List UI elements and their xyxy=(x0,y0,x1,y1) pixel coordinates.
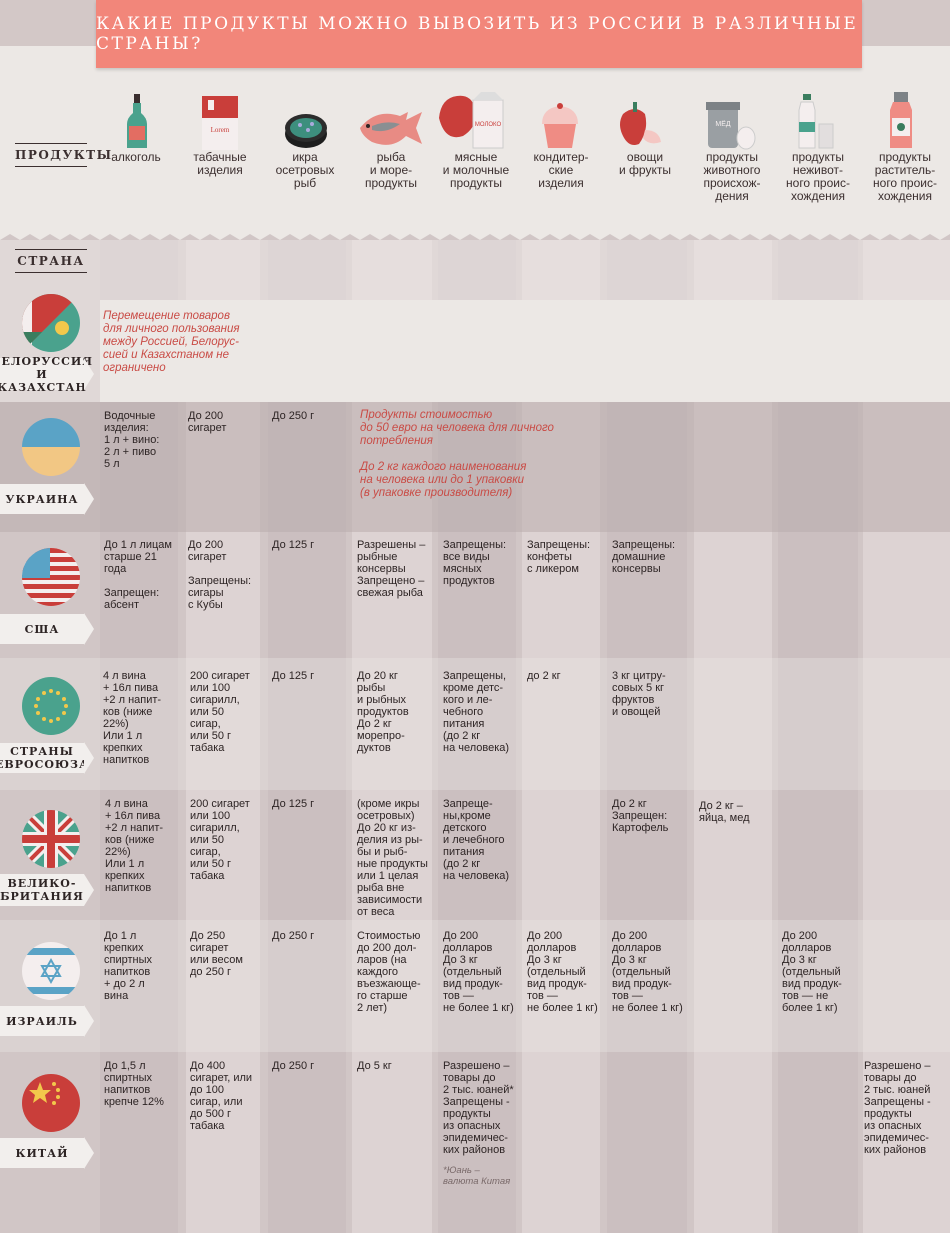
fish-icon xyxy=(356,90,426,150)
table-cell: До 250 г xyxy=(272,1060,314,1072)
country-note: Перемещение товаров для личного пользова… xyxy=(103,310,240,375)
table-cell: До 200 долларов До 3 кг (отдельный вид п… xyxy=(443,930,514,1014)
product-name: кондитер- ские изделия xyxy=(522,151,600,190)
page-title: КАКИЕ ПРОДУКТЫ МОЖНО ВЫВОЗИТЬ ИЗ РОССИИ … xyxy=(96,14,862,54)
table-cell: До 250 сигарет или весом до 250 г xyxy=(190,930,243,978)
product-name: рыба и море- продукты xyxy=(351,151,431,190)
bottle-icon xyxy=(110,90,164,150)
china-flag-icon xyxy=(22,1074,80,1132)
caviar-can-icon xyxy=(278,90,334,150)
table-cell: До 125 г xyxy=(272,670,314,682)
label-arrow xyxy=(84,1137,94,1169)
footnote: *Юань – валюта Китая xyxy=(443,1165,510,1187)
table-cell: Запрещены, кроме детс- кого и ле- чебног… xyxy=(443,670,509,754)
table-cell: Запрещены: конфеты с ликером xyxy=(527,539,590,575)
cigarette-pack-icon: Lorem xyxy=(193,90,247,150)
table-cell: Водочные изделия: 1 л + вино: 2 л + пиво… xyxy=(104,410,159,470)
country-label: СТРАНА xyxy=(15,249,87,273)
pack-text: МОЛОКО xyxy=(475,122,502,128)
label-arrow xyxy=(84,613,94,645)
table-cell: До 1 л крепких спиртных напитков + до 2 … xyxy=(104,930,152,1002)
label-arrow xyxy=(84,1005,94,1037)
table-cell: 4 л вина + 16л пива +2 л напит- ков (ниж… xyxy=(105,798,163,894)
products-label: ПРОДУКТЫ xyxy=(15,143,87,167)
product-name: алкоголь xyxy=(100,151,172,164)
table-cell: До 200 долларов До 3 кг (отдельный вид п… xyxy=(612,930,683,1014)
country-note: До 2 кг каждого наименования на человека… xyxy=(360,461,526,500)
table-cell: До 2 кг – яйца, мед xyxy=(699,800,750,824)
table-cell: До 200 долларов До 3 кг (отдельный вид п… xyxy=(782,930,842,1014)
eu-flag-icon xyxy=(22,677,80,735)
product-name: мясные и молочные продукты xyxy=(436,151,516,190)
uk-flag-icon xyxy=(22,810,80,868)
table-cell: До 200 сигарет Запрещены: сигары с Кубы xyxy=(188,539,251,611)
products-header: ПРОДУКТЫ Lorem МОЛОКО МЁД алкоголь табач… xyxy=(0,68,950,238)
table-cell: До 250 г xyxy=(272,410,314,422)
product-name: икра осетровых рыб xyxy=(266,151,344,190)
pepper-icon xyxy=(615,90,665,150)
table-cell: (кроме икры осетровых) До 20 кг из- дели… xyxy=(357,798,428,918)
honey-eggs-icon: МЁД xyxy=(700,90,760,150)
table-cell: 200 сигарет или 100 сигарилл, или 50 сиг… xyxy=(190,798,250,882)
table-cell: До 250 г xyxy=(272,930,314,942)
meat-milk-icon: МОЛОКО xyxy=(436,90,508,150)
table-cell: До 2 кг Запрещен: Картофель xyxy=(612,798,668,834)
pack-text: МЁД xyxy=(715,120,731,128)
oil-bottle-icon xyxy=(878,90,924,150)
label-arrow xyxy=(84,483,94,515)
table-cell: 200 сигарет или 100 сигарилл, или 50 сиг… xyxy=(190,670,250,754)
page-title-banner: КАКИЕ ПРОДУКТЫ МОЖНО ВЫВОЗИТЬ ИЗ РОССИИ … xyxy=(96,0,862,68)
table-cell: 3 кг цитру- совых 5 кг фруктов и овощей xyxy=(612,670,666,718)
table-cell: До 200 сигарет xyxy=(188,410,226,434)
table-cell: До 125 г xyxy=(272,539,314,551)
country-name: ИЗРАИЛЬ xyxy=(0,1006,84,1036)
belarus-kazakhstan-flag-icon xyxy=(22,294,80,352)
water-salt-icon xyxy=(790,90,840,150)
table-cell: Запрещены: все виды мясных продуктов xyxy=(443,539,506,587)
country-name: УКРАИНА xyxy=(0,484,84,514)
label-arrow xyxy=(84,742,94,774)
ukraine-flag-icon xyxy=(22,418,80,476)
country-name: СТРАНЫ ЕВРОСОЮЗА xyxy=(0,743,84,773)
table-cell: 4 л вина + 16л пива +2 л напит- ков (ниж… xyxy=(103,670,161,766)
table-cell: Запреще- ны,кроме детского и лечебного п… xyxy=(443,798,509,882)
cupcake-icon xyxy=(535,90,585,150)
table-cell: До 20 кг рыбы и рыбных продуктов До 2 кг… xyxy=(357,670,409,754)
product-name: продукты неживот- ного проис- хождения xyxy=(776,151,860,203)
table-cell: Разрешены – рыбные консервы Запрещено – … xyxy=(357,539,425,599)
product-name: продукты раститель- ного проис- хождения xyxy=(862,151,948,203)
country-name: ВЕЛИКО- БРИТАНИЯ xyxy=(0,874,84,906)
table-cell: До 1 л лицам старше 21 года Запрещен: аб… xyxy=(104,539,172,611)
table-cell: До 200 долларов До 3 кг (отдельный вид п… xyxy=(527,930,598,1014)
country-name: США xyxy=(0,614,84,644)
country-name: БЕЛОРУССИЯ И КАЗАХСТАН xyxy=(0,358,84,390)
label-arrow xyxy=(84,358,94,390)
table-cell: До 400 сигарет, или до 100 сигар, или до… xyxy=(190,1060,252,1132)
product-name: овощи и фрукты xyxy=(605,151,685,177)
country-note: Продукты стоимостью до 50 евро на челове… xyxy=(360,409,554,448)
label-arrow xyxy=(84,874,94,906)
table-cell: Стоимостью до 200 дол- ларов (на каждого… xyxy=(357,930,421,1014)
table-cell: Разрешено – товары до 2 тыс. юаней Запре… xyxy=(864,1060,931,1156)
product-name: продукты животного происхож- дения xyxy=(690,151,774,203)
country-name: КИТАЙ xyxy=(0,1138,84,1168)
table-cell: До 1,5 л спиртных напитков крепче 12% xyxy=(104,1060,164,1108)
product-name: табачные изделия xyxy=(183,151,257,177)
israel-flag-icon xyxy=(22,942,80,1000)
pack-text: Lorem xyxy=(211,126,230,134)
table-cell: до 2 кг xyxy=(527,670,561,682)
table-cell: До 125 г xyxy=(272,798,314,810)
table-cell: Запрещены: домашние консервы xyxy=(612,539,675,575)
usa-flag-icon xyxy=(22,548,80,606)
table-cell: Разрешено – товары до 2 тыс. юаней* Запр… xyxy=(443,1060,514,1156)
table-cell: До 5 кг xyxy=(357,1060,392,1072)
